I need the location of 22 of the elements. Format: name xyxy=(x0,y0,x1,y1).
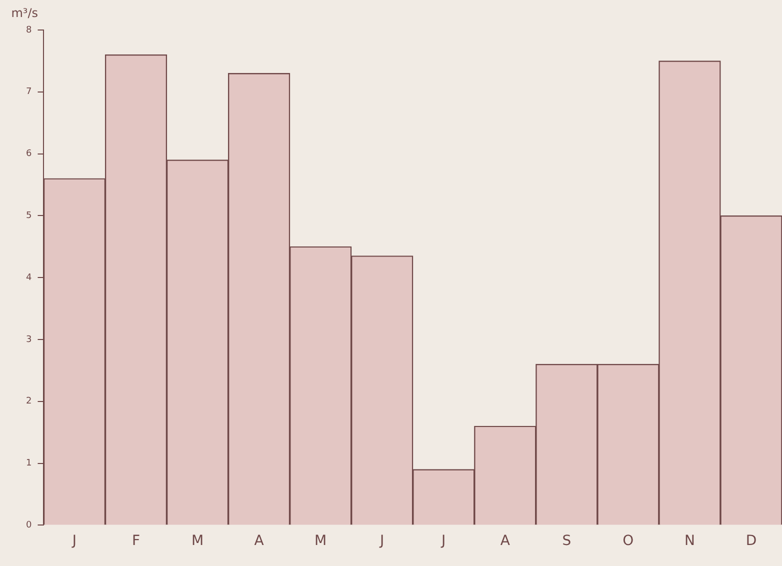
x-tick-label: A xyxy=(254,533,264,550)
x-tick-label: A xyxy=(500,533,510,550)
y-tick-label: 2 xyxy=(26,396,32,407)
x-tick-label: O xyxy=(622,533,634,550)
x-tick-label: S xyxy=(562,533,572,550)
y-tick-label: 1 xyxy=(26,458,32,469)
y-tick-label: 8 xyxy=(26,25,32,36)
y-tick-label: 6 xyxy=(26,149,32,160)
y-tick-label: 7 xyxy=(26,87,32,98)
x-tick-label: F xyxy=(132,533,140,550)
x-tick-label: M xyxy=(191,533,204,550)
y-tick-label: 5 xyxy=(26,211,32,222)
x-tick-label: N xyxy=(684,533,695,550)
x-tick-label: D xyxy=(746,533,757,550)
y-axis-title: m³/s xyxy=(11,6,38,20)
x-tick-label: J xyxy=(71,533,77,550)
y-tick-label: 3 xyxy=(26,334,32,345)
y-tick-label: 4 xyxy=(26,272,32,283)
x-tick-label: J xyxy=(379,533,384,550)
x-tick-label: M xyxy=(314,533,327,550)
x-tick-label: J xyxy=(440,533,446,550)
y-tick-label: 0 xyxy=(26,520,32,531)
